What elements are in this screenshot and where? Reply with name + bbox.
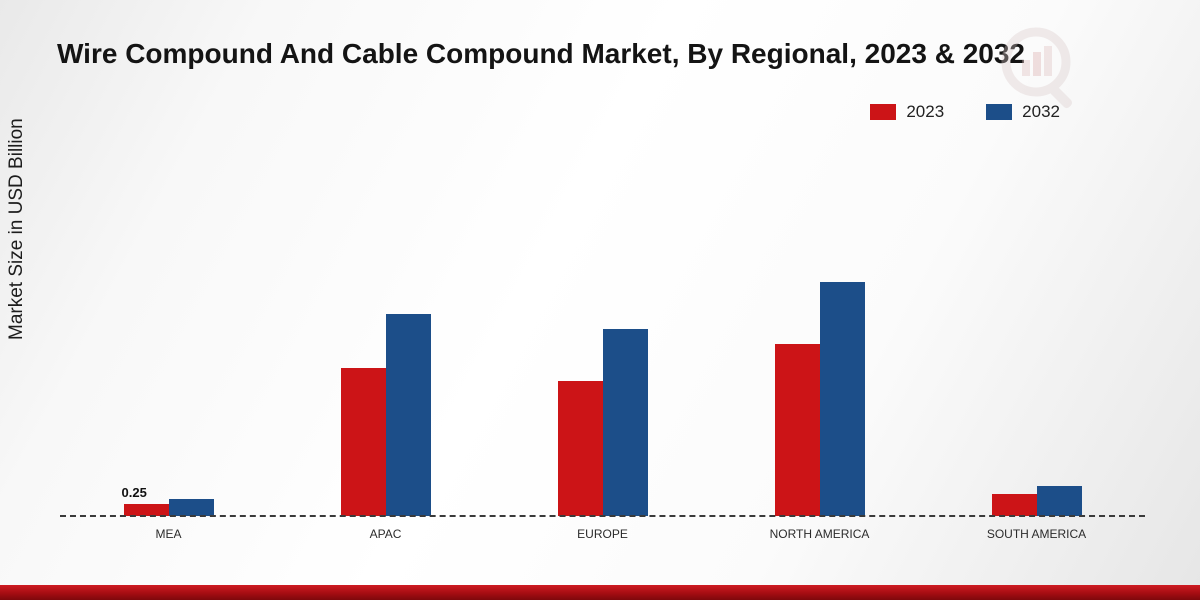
bar-2023-europe: [557, 381, 603, 516]
bar-2032-north-america: [819, 282, 865, 516]
legend-swatch-2023: [870, 104, 897, 120]
bar-group-south-america: SOUTH AMERICA: [987, 270, 1086, 541]
bar-value-label: 0.25: [121, 485, 147, 500]
legend-item-2023[interactable]: 2023: [870, 102, 944, 122]
category-label-north-america: NORTH AMERICA: [769, 527, 870, 541]
bar-2023-south-america: [991, 494, 1037, 516]
category-label-mea: MEA: [155, 527, 182, 541]
category-label-apac: APAC: [369, 527, 402, 541]
bar-2032-europe: [602, 329, 648, 516]
chart-title: Wire Compound And Cable Compound Market,…: [57, 38, 1025, 69]
category-label-europe: EUROPE: [577, 527, 628, 541]
bar-group-north-america: NORTH AMERICA: [770, 270, 869, 541]
legend-label-2023: 2023: [906, 102, 945, 121]
legend-label-2032: 2032: [1022, 102, 1060, 121]
bar-group-apac: APAC: [340, 270, 431, 541]
bar-2032-mea: [168, 499, 214, 516]
bar-group-mea: 0.25 MEA: [122, 270, 214, 541]
bar-2032-apac: [385, 314, 431, 516]
bar-2032-south-america: [1036, 486, 1082, 516]
x-axis-line: [60, 515, 1145, 517]
category-label-south-america: SOUTH AMERICA: [986, 527, 1087, 541]
bar-2023-apac: [340, 368, 386, 516]
bar-2023-north-america: [774, 344, 820, 516]
legend: 2023 2032: [870, 102, 1060, 122]
bar-group-europe: EUROPE: [557, 270, 648, 541]
footer-strip: [0, 585, 1200, 600]
legend-item-2032[interactable]: 2032: [986, 102, 1060, 122]
y-axis-label: Market Size in USD Billion: [6, 118, 27, 340]
bar-groups: 0.25 MEA APAC EUROPE NORTH AMERICA SOUTH AMER…: [60, 270, 1145, 541]
plot-area: 0.25 MEA APAC EUROPE NORTH AMERICA SOUTH AMER…: [60, 270, 1145, 541]
bar-2023-mea: 0.25: [122, 485, 169, 516]
legend-swatch-2032: [986, 104, 1013, 120]
